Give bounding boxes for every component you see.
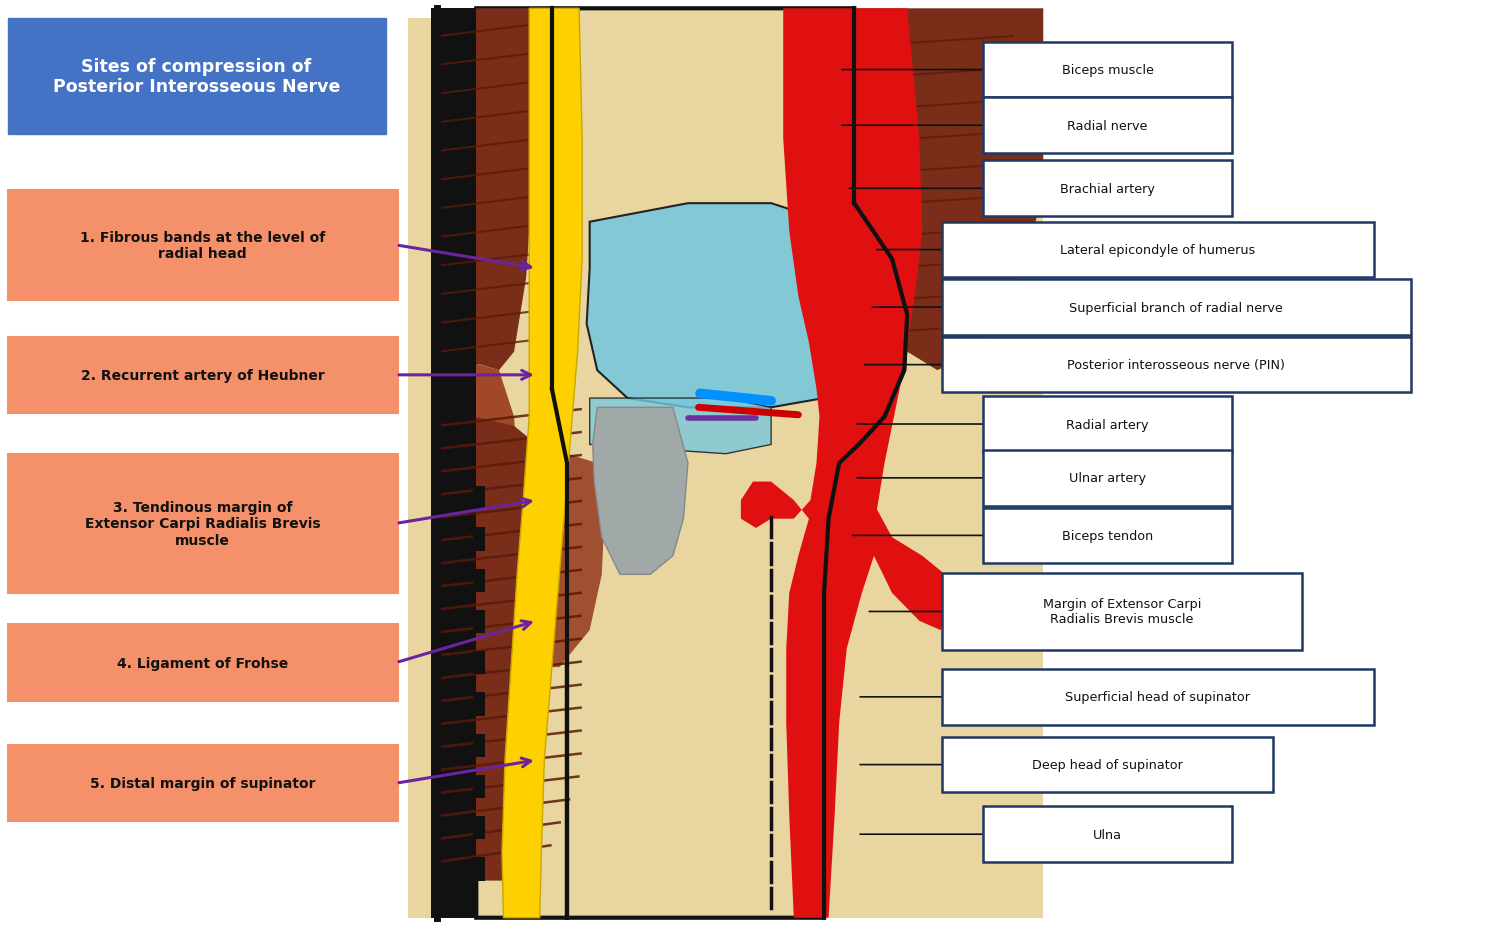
Text: Superficial head of supinator: Superficial head of supinator	[1066, 691, 1250, 704]
FancyBboxPatch shape	[473, 817, 485, 840]
Polygon shape	[854, 9, 1043, 371]
Text: Ulna: Ulna	[1093, 828, 1122, 841]
FancyBboxPatch shape	[983, 806, 1232, 862]
FancyBboxPatch shape	[473, 857, 485, 881]
Polygon shape	[502, 9, 582, 918]
Text: Superficial branch of radial nerve: Superficial branch of radial nerve	[1069, 301, 1284, 314]
Polygon shape	[587, 204, 854, 408]
Text: 2. Recurrent artery of Heubner: 2. Recurrent artery of Heubner	[80, 368, 325, 383]
FancyBboxPatch shape	[8, 191, 398, 300]
Text: 5. Distal margin of supinator: 5. Distal margin of supinator	[89, 776, 316, 791]
FancyBboxPatch shape	[8, 625, 398, 701]
FancyBboxPatch shape	[983, 451, 1232, 506]
FancyBboxPatch shape	[942, 222, 1373, 278]
FancyBboxPatch shape	[942, 574, 1302, 650]
Text: Radial nerve: Radial nerve	[1067, 120, 1148, 133]
FancyBboxPatch shape	[8, 337, 398, 413]
Text: Radial artery: Radial artery	[1066, 418, 1149, 431]
FancyBboxPatch shape	[983, 397, 1232, 452]
Text: Biceps tendon: Biceps tendon	[1061, 529, 1154, 542]
Text: 1. Fibrous bands at the level of
radial head: 1. Fibrous bands at the level of radial …	[80, 231, 325, 260]
FancyBboxPatch shape	[983, 98, 1232, 154]
Text: Margin of Extensor Carpi
Radialis Brevis muscle: Margin of Extensor Carpi Radialis Brevis…	[1043, 598, 1201, 626]
FancyBboxPatch shape	[473, 652, 485, 675]
Polygon shape	[590, 399, 771, 454]
FancyBboxPatch shape	[473, 734, 485, 757]
Polygon shape	[435, 352, 517, 519]
Polygon shape	[532, 445, 605, 667]
FancyBboxPatch shape	[942, 280, 1411, 336]
FancyBboxPatch shape	[942, 669, 1373, 725]
FancyBboxPatch shape	[473, 527, 485, 551]
FancyBboxPatch shape	[8, 454, 398, 593]
Polygon shape	[476, 9, 567, 918]
FancyBboxPatch shape	[473, 487, 485, 510]
Text: Sites of compression of
Posterior Interosseous Nerve: Sites of compression of Posterior Intero…	[53, 57, 340, 96]
Text: Ulnar artery: Ulnar artery	[1069, 472, 1146, 485]
FancyBboxPatch shape	[983, 508, 1232, 564]
Polygon shape	[593, 408, 688, 575]
FancyBboxPatch shape	[8, 745, 398, 821]
Text: Deep head of supinator: Deep head of supinator	[1033, 758, 1182, 771]
FancyBboxPatch shape	[473, 775, 485, 798]
FancyBboxPatch shape	[8, 19, 386, 134]
FancyBboxPatch shape	[473, 569, 485, 592]
FancyBboxPatch shape	[983, 161, 1232, 217]
FancyBboxPatch shape	[942, 337, 1411, 393]
Text: Posterior interosseous nerve (PIN): Posterior interosseous nerve (PIN)	[1067, 359, 1285, 372]
Text: Lateral epicondyle of humerus: Lateral epicondyle of humerus	[1060, 244, 1255, 257]
FancyBboxPatch shape	[983, 43, 1232, 98]
Text: 4. Ligament of Frohse: 4. Ligament of Frohse	[116, 655, 289, 670]
Polygon shape	[552, 9, 907, 918]
FancyBboxPatch shape	[408, 19, 1043, 918]
Polygon shape	[435, 9, 532, 371]
Text: Brachial artery: Brachial artery	[1060, 183, 1155, 196]
FancyBboxPatch shape	[473, 610, 485, 633]
Text: 3. Tendinous margin of
Extensor Carpi Radialis Brevis
muscle: 3. Tendinous margin of Extensor Carpi Ra…	[85, 501, 321, 547]
Polygon shape	[741, 9, 953, 918]
Polygon shape	[431, 9, 476, 918]
Polygon shape	[435, 408, 544, 881]
FancyBboxPatch shape	[942, 737, 1273, 793]
Text: Biceps muscle: Biceps muscle	[1061, 64, 1154, 77]
FancyBboxPatch shape	[473, 692, 485, 716]
